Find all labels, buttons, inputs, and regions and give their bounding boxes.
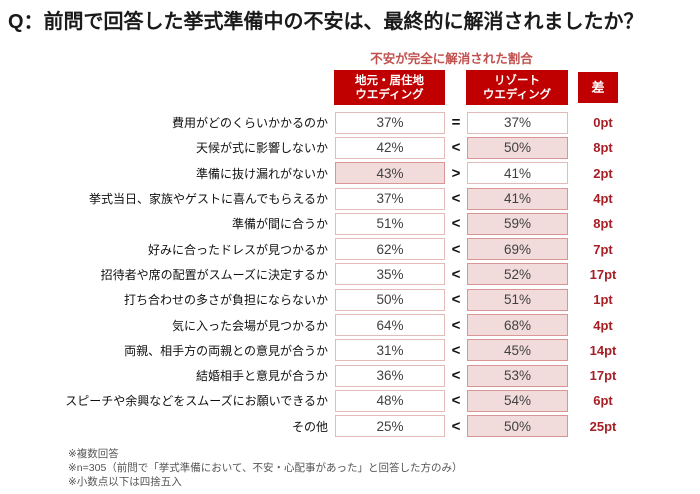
difference-value: 1pt bbox=[593, 292, 613, 308]
resort-value-cell: 59% bbox=[467, 212, 568, 235]
local-value-cell: 37% bbox=[335, 111, 445, 134]
column-header-diff-label: 差 bbox=[591, 79, 605, 95]
table-subtitle: 不安が完全に解消された割合 bbox=[370, 52, 533, 66]
row-label: スピーチや余興などをスムーズにお願いできるか bbox=[65, 394, 328, 409]
row-label: 費用がどのくらいかかるのか bbox=[171, 116, 328, 131]
local-value-cell: 42% bbox=[335, 136, 445, 159]
local-value-cell: 31% bbox=[335, 339, 445, 362]
resort-value-cell: 37% bbox=[467, 111, 568, 134]
difference-value: 4pt bbox=[593, 317, 613, 333]
local-value-cell: 36% bbox=[335, 364, 445, 387]
difference-value: 8pt bbox=[593, 140, 613, 156]
table-row: 打ち合わせの多さが負担にならないか 50% <51% 1pt bbox=[0, 287, 700, 312]
comparison-symbol: < bbox=[451, 392, 461, 410]
table-row: 挙式当日、家族やゲストに喜んでもらえるか 37% <41% 4pt bbox=[0, 186, 700, 211]
resort-value-cell: 51% bbox=[467, 288, 568, 311]
resort-value-cell: 50% bbox=[467, 415, 568, 438]
comparison-symbol: < bbox=[451, 417, 461, 435]
column-header-resort-line1: リゾート bbox=[494, 74, 540, 87]
comparison-table: 費用がどのくらいかかるのか 37% = 37% 0pt 天候が式に影響しないか 42% <50… bbox=[0, 110, 700, 439]
footnotes: ※複数回答 ※n=305（前問で「挙式準備において、不安・心配事があった」と回答し… bbox=[68, 447, 462, 489]
row-label: 好みに合ったドレスが見つかるか bbox=[147, 242, 328, 257]
resort-value-cell: 69% bbox=[467, 238, 568, 261]
resort-value-cell: 54% bbox=[467, 389, 568, 412]
comparison-symbol: = bbox=[451, 114, 461, 132]
table-row: 両親、相手方の両親との意見が合うか 31% <45% 14pt bbox=[0, 338, 700, 363]
comparison-symbol: < bbox=[451, 316, 461, 334]
comparison-symbol: > bbox=[451, 164, 461, 182]
footnote-line: ※小数点以下は四捨五入 bbox=[68, 476, 182, 488]
footnote-line: ※複数回答 bbox=[68, 448, 119, 460]
row-label: 気に入った会場が見つかるか bbox=[171, 318, 328, 333]
difference-value: 4pt bbox=[593, 191, 613, 207]
comparison-symbol: < bbox=[451, 215, 461, 233]
row-label: 両親、相手方の両親との意見が合うか bbox=[124, 343, 328, 358]
comparison-symbol: < bbox=[451, 190, 461, 208]
comparison-symbol: < bbox=[451, 291, 461, 309]
row-label: 結婚相手と意見が合うか bbox=[195, 369, 328, 384]
footnote-line: ※n=305（前問で「挙式準備において、不安・心配事があった」と回答した方のみ） bbox=[68, 462, 463, 474]
row-label: 天候が式に影響しないか bbox=[195, 141, 328, 156]
resort-value-cell: 41% bbox=[467, 187, 568, 210]
row-label: 準備に抜け漏れがないか bbox=[195, 166, 328, 181]
table-row: 準備に抜け漏れがないか 43% >41% 2pt bbox=[0, 161, 700, 186]
row-label: 挙式当日、家族やゲストに喜んでもらえるか bbox=[88, 192, 328, 207]
comparison-symbol: < bbox=[451, 265, 461, 283]
row-label: 打ち合わせの多さが負担にならないか bbox=[123, 293, 328, 308]
column-header-resort-wedding: リゾート ウエディング bbox=[466, 70, 568, 105]
local-value-cell: 50% bbox=[335, 288, 445, 311]
table-row: 準備が間に合うか 51% <59% 8pt bbox=[0, 211, 700, 236]
difference-value: 8pt bbox=[593, 216, 613, 232]
local-value-cell: 43% bbox=[335, 162, 445, 185]
column-header-local-line1: 地元・居住地 bbox=[355, 74, 424, 87]
table-row: その他 25% <50% 25pt bbox=[0, 414, 700, 439]
comparison-symbol: < bbox=[451, 341, 461, 359]
table-row: 招待者や席の配置がスムーズに決定するか 35% <52% 17pt bbox=[0, 262, 700, 287]
local-value-cell: 51% bbox=[335, 212, 445, 235]
row-label: 準備が間に合うか bbox=[231, 217, 328, 232]
resort-value-cell: 45% bbox=[467, 339, 568, 362]
column-header-difference: 差 bbox=[578, 72, 618, 103]
local-value-cell: 35% bbox=[335, 263, 445, 286]
resort-value-cell: 50% bbox=[467, 136, 568, 159]
comparison-symbol: < bbox=[451, 367, 461, 385]
table-row: 費用がどのくらいかかるのか 37% = 37% 0pt bbox=[0, 110, 700, 135]
local-value-cell: 48% bbox=[335, 389, 445, 412]
difference-value: 0pt bbox=[593, 115, 613, 131]
page-title: Q：前問で回答した挙式準備中の不安は、最終的に解消されましたか？ bbox=[8, 11, 644, 33]
local-value-cell: 37% bbox=[335, 187, 445, 210]
difference-value: 25pt bbox=[589, 418, 617, 434]
resort-value-cell: 52% bbox=[467, 263, 568, 286]
table-row: スピーチや余興などをスムーズにお願いできるか 48% <54% 6pt bbox=[0, 388, 700, 413]
difference-value: 7pt bbox=[593, 241, 613, 257]
row-label: その他 bbox=[291, 419, 328, 434]
comparison-symbol: < bbox=[451, 139, 461, 157]
table-row: 結婚相手と意見が合うか 36% <53% 17pt bbox=[0, 363, 700, 388]
local-value-cell: 62% bbox=[335, 238, 445, 261]
table-row: 気に入った会場が見つかるか 64% <68% 4pt bbox=[0, 312, 700, 337]
resort-value-cell: 68% bbox=[467, 314, 568, 337]
comparison-symbol: < bbox=[451, 240, 461, 258]
row-label: 招待者や席の配置がスムーズに決定するか bbox=[100, 267, 328, 282]
local-value-cell: 64% bbox=[335, 314, 445, 337]
local-value-cell: 25% bbox=[335, 415, 445, 438]
column-header-local-wedding: 地元・居住地 ウエディング bbox=[334, 70, 445, 105]
column-header-resort-line2: ウエディング bbox=[482, 88, 552, 101]
resort-value-cell: 41% bbox=[467, 162, 568, 185]
table-row: 好みに合ったドレスが見つかるか 62% <69% 7pt bbox=[0, 236, 700, 261]
resort-value-cell: 53% bbox=[467, 364, 568, 387]
difference-value: 17pt bbox=[589, 266, 617, 282]
difference-value: 17pt bbox=[589, 368, 617, 384]
difference-value: 6pt bbox=[593, 393, 613, 409]
difference-value: 14pt bbox=[589, 342, 617, 358]
table-row: 天候が式に影響しないか 42% <50% 8pt bbox=[0, 135, 700, 160]
difference-value: 2pt bbox=[593, 165, 613, 181]
column-header-local-line2: ウエディング bbox=[355, 88, 424, 101]
